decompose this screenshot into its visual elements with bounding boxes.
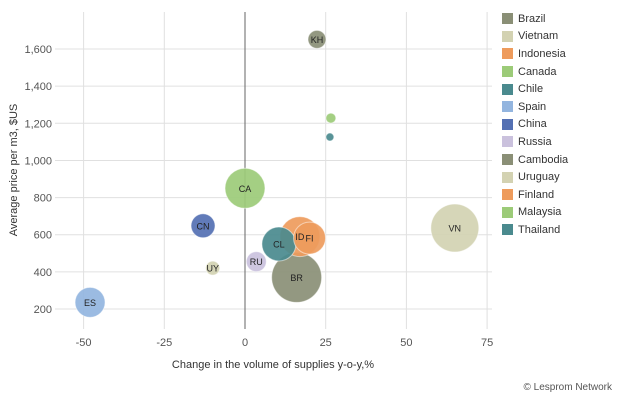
legend-item-finland[interactable]: Finland [502,186,568,204]
y-tick-label: 1,000 [24,155,52,167]
legend-label: Spain [518,100,547,113]
legend-label: Canada [518,65,557,78]
bubble-label-id: ID [295,232,305,242]
legend-swatch [502,171,513,183]
legend-item-indonesia[interactable]: Indonesia [502,45,568,63]
legend-label: Uruguay [518,171,560,184]
tick-labels: 200 400 600 800 1,000 1,200 1,400 1,600 -50 -25 0 2… [24,44,493,349]
y-axis-label: Average price per m3, $US [8,104,20,236]
bubble-cambodia[interactable] [307,29,327,49]
y-tick-label: 800 [34,193,52,205]
legend-item-uruguay[interactable]: Uruguay [502,168,568,186]
credit: © Lesprom Network [523,382,612,393]
x-axis-label: Change in the volume of supplies y-o-y,% [172,359,374,371]
bubble-uruguay[interactable] [205,260,221,276]
y-tick-label: 600 [34,230,52,242]
bubble-label-es: ES [84,298,96,308]
legend-label: Malaysia [518,206,562,219]
legend-label: China [518,118,547,131]
legend-swatch [502,101,513,113]
legend-item-canada[interactable]: Canada [502,63,568,81]
bubble-china[interactable] [190,213,216,239]
legend-swatch [502,136,513,148]
legend-label: Brazil [518,12,546,25]
legend-swatch [502,189,513,201]
y-tick-label: 1,600 [24,44,52,56]
legend-label: Thailand [518,223,561,236]
legend-item-spain[interactable]: Spain [502,98,568,116]
y-tick-label: 200 [34,304,52,316]
bubbles: BR VN ID CA CL ES CN RU KH UY FI [74,29,480,318]
bubble-spain[interactable] [74,286,106,318]
legend-swatch [502,66,513,78]
x-tick-label: 25 [320,337,332,349]
grid [55,12,492,329]
y-tick-label: 400 [34,267,52,279]
bubble-label-vn: VN [449,224,462,234]
legend-label: Finland [518,188,555,201]
legend-item-vietnam[interactable]: Vietnam [502,28,568,46]
legend-swatch [502,30,513,42]
legend-swatch [502,83,513,95]
legend-label: Russia [518,135,552,148]
legend-item-brazil[interactable]: Brazil [502,10,568,28]
x-tick-label: 0 [242,337,248,349]
legend-item-malaysia[interactable]: Malaysia [502,204,568,222]
legend-swatch [502,48,513,60]
bubble-vietnam[interactable] [430,203,480,253]
legend: Brazil Vietnam Indonesia Canada Chile Spain Ch… [502,10,568,239]
x-tick-label: -25 [156,337,172,349]
y-tick-label: 1,400 [24,81,52,93]
bubble-label-cl: CL [273,240,285,250]
legend-swatch [502,13,513,25]
x-tick-label: 50 [400,337,412,349]
legend-label: Cambodia [518,153,569,166]
bubble-russia[interactable] [245,251,267,273]
legend-item-thailand[interactable]: Thailand [502,221,568,239]
legend-swatch [502,154,513,166]
bubble-label-uy: UY [206,264,219,274]
legend-item-china[interactable]: China [502,116,568,134]
legend-item-cambodia[interactable]: Cambodia [502,151,568,169]
y-tick-label: 1,200 [24,118,52,130]
x-tick-label: -50 [76,337,92,349]
bubble-label-ru: RU [250,257,263,267]
bubble-label-kh: KH [311,35,324,45]
legend-label: Chile [518,83,544,96]
legend-item-russia[interactable]: Russia [502,133,568,151]
bubble-malaysia[interactable] [325,112,337,124]
legend-item-chile[interactable]: Chile [502,80,568,98]
bubble-label-cn: CN [197,221,210,231]
x-tick-label: 75 [481,337,493,349]
bubble-label-fi: FI [306,234,314,244]
bubble-thailand[interactable] [325,132,335,142]
bubble-label-ca: CA [239,184,252,194]
legend-swatch [502,206,513,218]
bubble-canada[interactable] [224,167,266,209]
legend-label: Vietnam [518,30,559,43]
legend-swatch [502,224,513,236]
legend-label: Indonesia [518,47,566,60]
bubble-finland[interactable] [293,221,327,255]
legend-swatch [502,118,513,130]
bubble-label-br: BR [290,273,303,283]
